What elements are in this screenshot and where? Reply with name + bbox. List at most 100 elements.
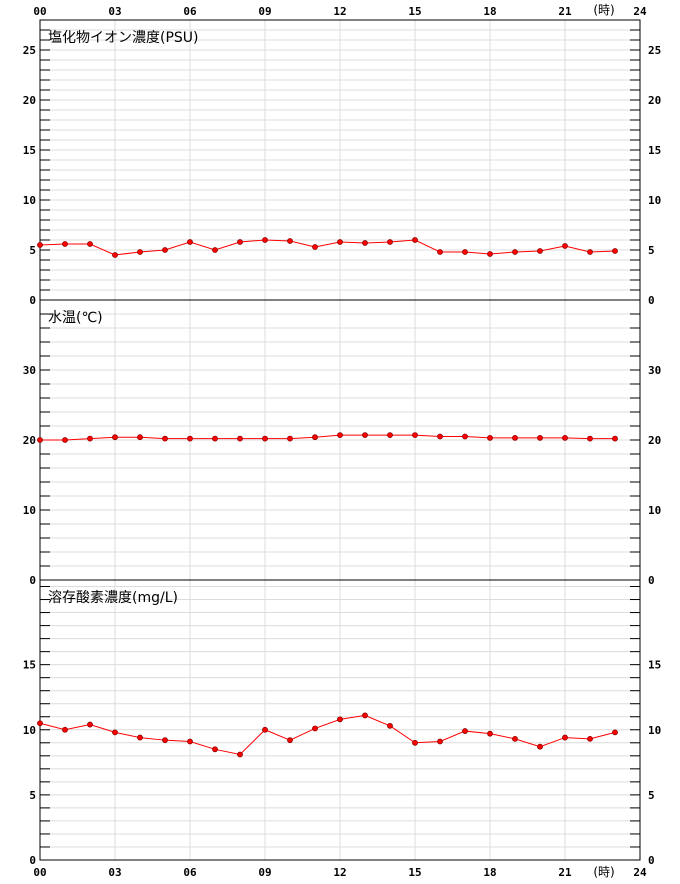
- data-point: [462, 433, 468, 440]
- y-tick-label-right: 25: [648, 44, 661, 57]
- x-tick-label-top: 18: [483, 5, 496, 18]
- y-tick-label-right: 10: [648, 504, 661, 517]
- data-point: [487, 251, 493, 257]
- y-tick-label-right: 30: [648, 364, 661, 377]
- x-tick-label-top: 03: [108, 5, 121, 18]
- y-tick-label: 10: [23, 194, 36, 207]
- x-tick-label-top: 06: [183, 5, 197, 18]
- data-point: [362, 712, 368, 719]
- y-tick-label-right: 20: [648, 94, 661, 107]
- data-point: [212, 247, 218, 253]
- y-tick-label-right: 10: [648, 194, 661, 207]
- data-point: [312, 244, 318, 250]
- data-point: [212, 435, 218, 442]
- data-point: [87, 721, 93, 728]
- data-point: [262, 435, 268, 442]
- data-point: [262, 237, 268, 243]
- data-point: [87, 241, 93, 247]
- data-point: [537, 434, 543, 441]
- data-point: [412, 739, 418, 746]
- x-tick-label-top: 09: [258, 5, 271, 18]
- data-point: [412, 432, 418, 439]
- y-tick-label: 0: [29, 294, 36, 307]
- data-point: [237, 239, 243, 245]
- y-tick-label: 15: [23, 659, 36, 672]
- x-tick-label-bottom: 09: [258, 866, 271, 879]
- data-point: [362, 432, 368, 439]
- data-point: [162, 435, 168, 442]
- x-tick-label-bottom: 00: [33, 866, 46, 879]
- x-tick-label-bottom: 15: [408, 866, 421, 879]
- data-point: [262, 726, 268, 733]
- data-point: [587, 735, 593, 742]
- data-point: [437, 738, 443, 745]
- data-point: [137, 434, 143, 441]
- x-tick-label-top: 00: [33, 5, 46, 18]
- y-tick-label-right: 5: [648, 244, 655, 257]
- data-point: [87, 435, 93, 442]
- y-tick-label: 20: [23, 94, 36, 107]
- data-point: [337, 432, 343, 439]
- panel-title: 水温(℃): [48, 310, 103, 326]
- data-point: [387, 432, 393, 439]
- data-point: [412, 237, 418, 243]
- data-point: [437, 249, 443, 255]
- data-point: [37, 242, 43, 248]
- panel-frame: [39, 579, 641, 861]
- data-point: [487, 434, 493, 441]
- y-tick-label-right: 10: [648, 724, 661, 737]
- data-point: [37, 720, 43, 727]
- y-tick-label-right: 0: [648, 854, 655, 867]
- data-point: [112, 434, 118, 441]
- y-tick-label: 5: [29, 244, 36, 257]
- data-point: [512, 434, 518, 441]
- data-point: [487, 730, 493, 737]
- data-point: [337, 716, 343, 723]
- data-point: [537, 248, 543, 254]
- data-point: [562, 243, 568, 249]
- data-point: [187, 239, 193, 245]
- data-point: [62, 437, 68, 443]
- data-point: [537, 743, 543, 750]
- y-tick-label-right: 0: [648, 294, 655, 307]
- data-point: [562, 734, 568, 741]
- data-point: [62, 241, 68, 247]
- panel-title: 溶存酸素濃度(mg/L): [48, 590, 178, 606]
- data-point: [62, 726, 68, 733]
- data-point: [387, 239, 393, 245]
- x-tick-label-top: 12: [333, 5, 346, 18]
- y-tick-label: 0: [29, 854, 36, 867]
- data-point: [587, 249, 593, 255]
- data-point: [612, 248, 618, 254]
- time-unit-label-bottom: (時): [593, 865, 614, 879]
- data-point: [112, 729, 118, 736]
- y-tick-label: 5: [29, 789, 36, 802]
- data-point: [512, 249, 518, 255]
- y-tick-label: 0: [29, 574, 36, 587]
- data-point: [612, 729, 618, 736]
- y-tick-label-right: 20: [648, 434, 661, 447]
- data-point: [187, 435, 193, 442]
- y-tick-label: 10: [23, 504, 36, 517]
- series-line: [40, 434, 615, 441]
- data-point: [137, 249, 143, 255]
- x-tick-label-top: 24: [633, 5, 647, 18]
- data-point: [237, 435, 243, 442]
- data-point: [362, 240, 368, 246]
- data-point: [137, 734, 143, 741]
- data-point: [437, 433, 443, 440]
- data-point: [187, 738, 193, 745]
- y-tick-label-right: 0: [648, 574, 655, 587]
- x-tick-label-bottom: 18: [483, 866, 496, 879]
- data-point: [587, 435, 593, 442]
- data-point: [212, 746, 218, 753]
- data-point: [287, 435, 293, 442]
- data-point: [237, 751, 243, 758]
- data-point: [462, 249, 468, 255]
- x-tick-label-bottom: 24: [633, 866, 647, 879]
- x-tick-label-bottom: 03: [108, 866, 121, 879]
- data-point: [287, 737, 293, 744]
- y-tick-label: 30: [23, 364, 36, 377]
- data-point: [162, 737, 168, 744]
